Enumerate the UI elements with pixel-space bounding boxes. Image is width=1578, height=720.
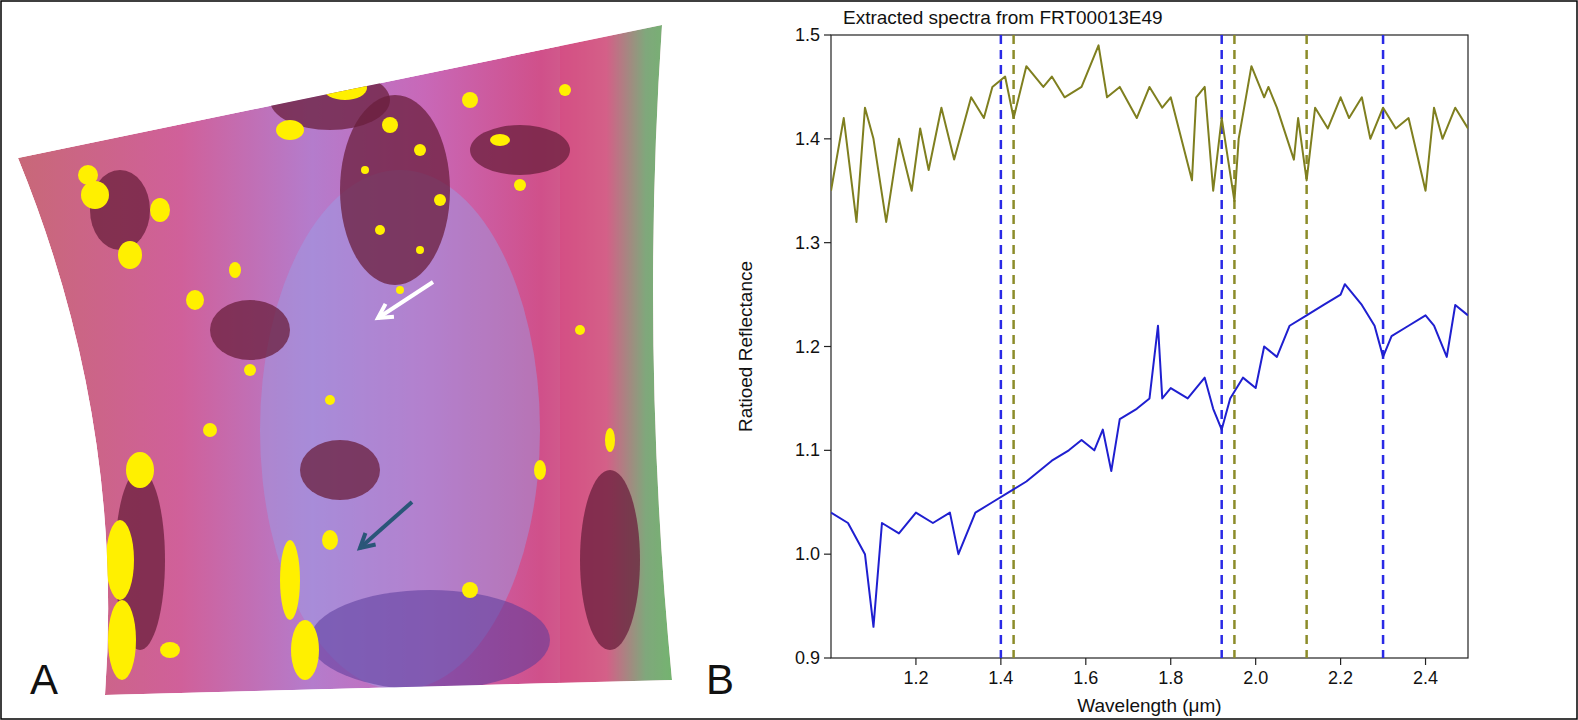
image-blob bbox=[575, 325, 585, 335]
reference-line bbox=[1305, 35, 1308, 658]
image-blob bbox=[291, 620, 319, 680]
x-tick bbox=[1170, 658, 1171, 665]
image-blob bbox=[150, 198, 170, 222]
arrow-shaft bbox=[378, 282, 433, 318]
image-blob bbox=[534, 460, 546, 480]
y-tick-label: 1.3 bbox=[795, 233, 820, 253]
image-blob bbox=[434, 194, 446, 206]
x-tick-label: 2.2 bbox=[1328, 668, 1353, 688]
image-blob bbox=[118, 241, 142, 269]
image-blob bbox=[106, 520, 134, 600]
y-tick bbox=[824, 346, 831, 347]
image-blob bbox=[108, 600, 136, 680]
image-patch bbox=[210, 300, 290, 360]
x-tick bbox=[1425, 658, 1426, 665]
arrow bbox=[378, 282, 433, 318]
image-blob bbox=[322, 530, 338, 550]
image-patch bbox=[300, 440, 380, 500]
x-tick-label: 1.2 bbox=[903, 668, 928, 688]
y-axis-title: Ratioed Reflectance bbox=[735, 261, 756, 432]
image-blob bbox=[396, 286, 404, 294]
chart-title: Extracted spectra from FRT00013E49 bbox=[843, 7, 1163, 28]
y-tick bbox=[824, 138, 831, 139]
y-tick-label: 1.5 bbox=[795, 25, 820, 45]
figure: AB1.21.41.61.82.02.22.40.91.01.11.21.31.… bbox=[0, 0, 1578, 720]
reference-line bbox=[1382, 35, 1385, 658]
x-tick bbox=[1085, 658, 1086, 665]
y-tick bbox=[824, 34, 831, 35]
reference-line bbox=[1000, 35, 1003, 658]
x-tick bbox=[915, 658, 916, 665]
image-blob bbox=[605, 428, 615, 452]
image-blob bbox=[81, 181, 109, 209]
image-blob bbox=[203, 423, 217, 437]
arrow-head bbox=[378, 304, 394, 318]
arrow bbox=[360, 502, 412, 548]
image-blob bbox=[559, 84, 571, 96]
image-blob bbox=[325, 395, 335, 405]
reference-line bbox=[1012, 35, 1015, 658]
image-blob bbox=[514, 179, 526, 191]
y-tick-label: 1.2 bbox=[795, 337, 820, 357]
arrow-shaft bbox=[360, 502, 412, 548]
image-blob bbox=[382, 117, 398, 133]
x-tick-label: 2.0 bbox=[1243, 668, 1268, 688]
image-blob bbox=[276, 120, 304, 140]
panel-label: B bbox=[706, 656, 734, 703]
plot-data bbox=[831, 35, 1468, 658]
arrow-head bbox=[360, 533, 376, 548]
image-blob bbox=[416, 246, 424, 254]
image-blob bbox=[462, 92, 478, 108]
plot-frame bbox=[831, 35, 1468, 658]
image-blob bbox=[375, 225, 385, 235]
image-blob bbox=[160, 642, 180, 658]
y-tick-label: 1.1 bbox=[795, 440, 820, 460]
spectrum-line bbox=[831, 45, 1468, 222]
image-patch bbox=[580, 470, 640, 650]
x-tick bbox=[1340, 658, 1341, 665]
x-tick-label: 1.4 bbox=[988, 668, 1013, 688]
x-axis-title: Wavelength (μm) bbox=[1077, 695, 1221, 716]
image-blob bbox=[323, 76, 367, 100]
figure-border bbox=[1, 1, 1577, 719]
y-tick bbox=[824, 450, 831, 451]
y-tick bbox=[824, 657, 831, 658]
y-tick-label: 1.4 bbox=[795, 129, 820, 149]
y-tick bbox=[824, 242, 831, 243]
image-blob bbox=[490, 134, 510, 146]
x-tick-label: 1.6 bbox=[1073, 668, 1098, 688]
image-band bbox=[560, 20, 680, 700]
image-blob bbox=[126, 452, 154, 488]
image-blob bbox=[78, 165, 98, 185]
x-tick-label: 2.4 bbox=[1413, 668, 1438, 688]
image-blob bbox=[229, 262, 241, 278]
x-tick bbox=[1255, 658, 1256, 665]
image-patch bbox=[470, 125, 570, 175]
x-tick bbox=[1000, 658, 1001, 665]
image-blob bbox=[414, 144, 426, 156]
spectrum-line bbox=[831, 284, 1468, 627]
panel-a-image bbox=[18, 20, 680, 700]
image-blob bbox=[244, 364, 256, 376]
y-tick-label: 1.0 bbox=[795, 544, 820, 564]
y-tick bbox=[824, 554, 831, 555]
image-blob bbox=[462, 582, 478, 598]
image-blob bbox=[280, 540, 300, 620]
image-blob bbox=[186, 290, 204, 310]
reference-line bbox=[1233, 35, 1236, 658]
panel-label: A bbox=[30, 656, 58, 703]
image-blob bbox=[361, 166, 369, 174]
x-tick-label: 1.8 bbox=[1158, 668, 1183, 688]
axes: 1.2 1.4 1.6 1.8 2.0 2.2 2.4 0.9 1.0 1.1 1.2 1.3 1.4 1… bbox=[795, 25, 1468, 688]
image-patch bbox=[310, 590, 550, 690]
y-tick-label: 0.9 bbox=[795, 648, 820, 668]
